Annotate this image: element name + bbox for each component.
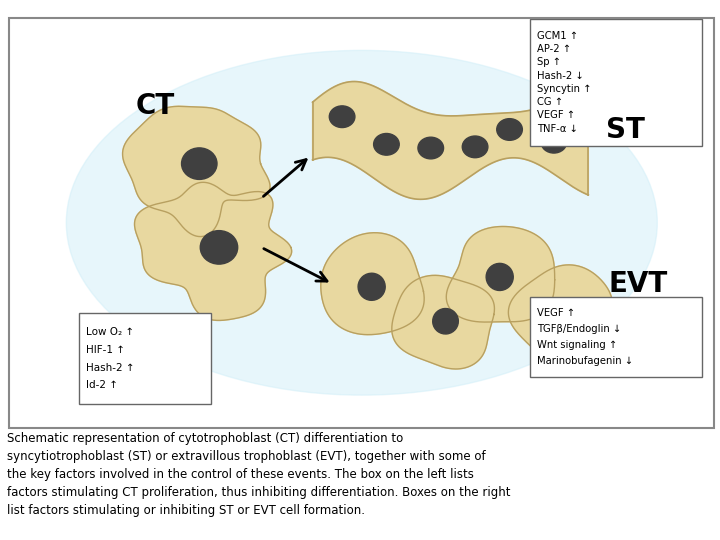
Polygon shape <box>446 226 554 322</box>
Ellipse shape <box>200 231 238 264</box>
Text: EVT: EVT <box>608 269 667 298</box>
Text: HIF-1 ↑: HIF-1 ↑ <box>86 345 125 355</box>
FancyBboxPatch shape <box>530 19 701 146</box>
Ellipse shape <box>433 308 459 334</box>
Ellipse shape <box>66 50 657 395</box>
Polygon shape <box>321 233 424 335</box>
Polygon shape <box>122 106 270 237</box>
Text: Wnt signaling ↑: Wnt signaling ↑ <box>537 340 617 350</box>
Ellipse shape <box>181 148 217 179</box>
FancyBboxPatch shape <box>79 313 211 404</box>
Ellipse shape <box>552 299 576 324</box>
Text: VEGF ↑: VEGF ↑ <box>537 308 575 319</box>
Text: AP-2 ↑: AP-2 ↑ <box>537 44 571 54</box>
Ellipse shape <box>358 273 385 300</box>
Ellipse shape <box>462 136 488 158</box>
Text: TNF-α ↓: TNF-α ↓ <box>537 124 578 134</box>
Text: Hash-2 ↓: Hash-2 ↓ <box>537 71 584 80</box>
Text: TGFβ/Endoglin ↓: TGFβ/Endoglin ↓ <box>537 324 621 334</box>
Text: CG ↑: CG ↑ <box>537 97 563 107</box>
Text: Low O₂ ↑: Low O₂ ↑ <box>86 327 134 337</box>
Text: VEGF ↑: VEGF ↑ <box>537 111 575 120</box>
Polygon shape <box>312 82 588 199</box>
Text: Hash-2 ↑: Hash-2 ↑ <box>86 363 135 373</box>
Text: ST: ST <box>606 116 645 144</box>
FancyBboxPatch shape <box>530 296 701 377</box>
Text: Sp ↑: Sp ↑ <box>537 57 561 68</box>
Text: Marinobufagenin ↓: Marinobufagenin ↓ <box>537 356 634 366</box>
Ellipse shape <box>497 119 522 140</box>
Text: Schematic representation of cytotrophoblast (CT) differentiation to
syncytiotrop: Schematic representation of cytotrophobl… <box>7 432 510 517</box>
Ellipse shape <box>486 264 513 291</box>
Polygon shape <box>508 265 612 360</box>
Text: CT: CT <box>135 92 174 120</box>
Ellipse shape <box>374 133 399 155</box>
Ellipse shape <box>329 106 355 127</box>
Ellipse shape <box>418 137 444 159</box>
Polygon shape <box>392 275 495 369</box>
Polygon shape <box>135 183 292 320</box>
Text: Id-2 ↑: Id-2 ↑ <box>86 380 118 390</box>
Text: GCM1 ↑: GCM1 ↑ <box>537 31 578 40</box>
Text: Syncytin ↑: Syncytin ↑ <box>537 84 592 94</box>
Ellipse shape <box>541 131 567 153</box>
